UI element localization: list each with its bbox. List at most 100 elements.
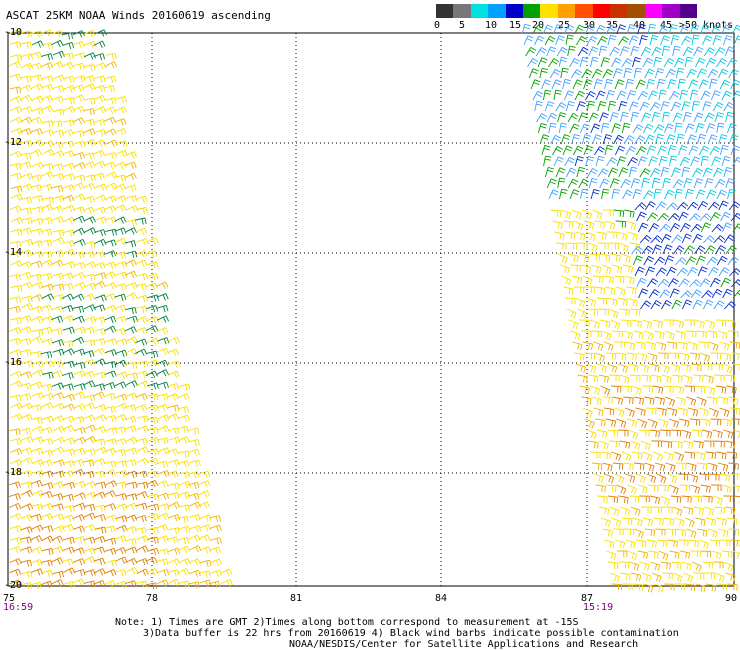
wind-barb [580,264,591,274]
wind-barb [602,134,613,145]
wind-barb [51,315,64,323]
wind-barb [623,396,634,405]
wind-barb [31,425,44,433]
wind-barb [565,100,575,112]
wind-barb [698,407,709,417]
wind-barb [600,451,612,460]
legend-label: 5 [458,20,466,31]
wind-barb [662,572,673,580]
wind-barb [594,146,605,156]
wind-barb [616,352,627,361]
wind-barb [104,349,117,357]
wind-barb [63,173,76,181]
wind-barb [52,74,65,82]
wind-barb [692,167,703,178]
wind-barb [115,469,128,478]
wind-barb [83,139,96,147]
wind-barb [534,100,543,112]
wind-barb [146,237,159,245]
wind-barb [693,374,704,382]
wind-barb [51,557,64,565]
wind-barb [660,495,671,506]
wind-barb [124,326,137,334]
wind-barb [156,304,169,313]
wind-barb [104,415,117,423]
wind-barb [20,41,32,49]
wind-barb [616,156,627,167]
wind-barb [696,68,708,79]
wind-barb [680,363,692,372]
wind-barb [566,242,578,250]
wind-barb [209,515,221,523]
wind-barb [19,84,32,92]
wind-barb [616,90,627,101]
wind-barb [167,501,180,509]
wind-barb [665,68,677,79]
wind-barb [632,56,642,68]
lon-label: 84 [434,593,448,604]
wind-barb [103,106,116,114]
wind-barb [41,525,54,533]
wind-barb [644,201,656,211]
wind-barb [9,250,22,258]
wind-barb [51,185,64,193]
wind-barb [94,216,107,224]
wind-barb [667,473,678,484]
wind-barb [652,244,663,255]
wind-barb [669,155,678,167]
wind-barb [591,68,603,79]
wind-barb [94,371,107,379]
wind-barb [728,528,740,536]
wind-barb [716,189,727,200]
wind-barb [618,36,630,46]
wind-barb [51,39,64,48]
legend-swatch [488,4,507,18]
wind-barb [125,546,138,554]
wind-barb [82,471,95,479]
wind-barb [626,484,637,495]
wind-barb [63,481,76,490]
wind-barb [168,527,180,535]
wind-barb [703,440,715,448]
wind-barb [726,123,737,134]
wind-barb [554,231,565,241]
wind-barb [146,359,160,367]
wind-barb [83,503,96,512]
wind-barb [696,396,707,407]
wind-barb [576,35,587,46]
wind-barb [729,341,740,349]
wind-barb [700,24,710,35]
wind-barb [72,152,85,160]
wind-barb [654,68,665,79]
legend-swatch [505,4,524,18]
wind-barb [178,450,190,458]
wind-barb [62,348,75,356]
wind-barb [693,178,704,189]
wind-barb [621,58,633,68]
wind-barb [20,196,33,204]
wind-barb [676,133,685,145]
wind-barb [156,403,169,412]
wind-barb [188,534,201,542]
wind-barb [695,517,706,526]
wind-barb [146,325,159,333]
wind-barb [125,557,138,566]
wind-barb [41,171,54,179]
wind-barb [642,57,654,68]
wind-barb [135,259,148,267]
wind-barb [618,167,629,178]
wind-barb [556,46,568,57]
wind-barb [571,275,583,285]
wind-barb [147,470,159,478]
wind-barb [664,330,675,341]
wind-barb [655,133,665,145]
lat-label: -10 [4,27,23,38]
wind-barb [135,404,148,412]
wind-barb [94,294,107,302]
wind-barb [598,242,609,250]
wind-barb [714,47,726,57]
wind-barb [600,122,610,134]
wind-barb [619,46,630,57]
wind-barb [9,296,22,304]
wind-barb [709,78,718,90]
